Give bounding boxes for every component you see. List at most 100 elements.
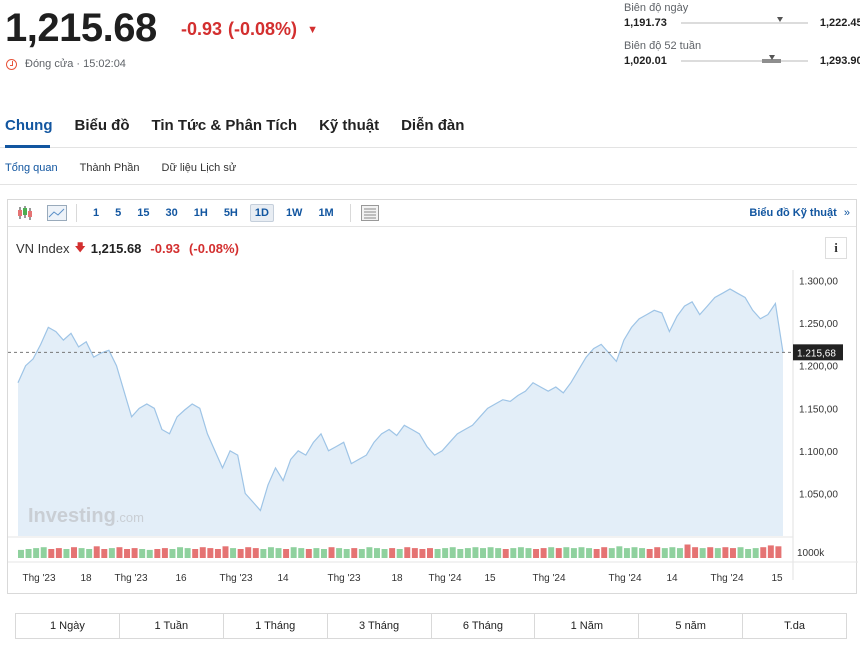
volume-bar — [101, 549, 108, 558]
volume-bar — [71, 547, 77, 558]
subtab-du-lieu-lich-su[interactable]: Dữ liệu Lịch sử — [161, 162, 237, 174]
volume-bar — [214, 549, 221, 558]
subtab-thanh-phan[interactable]: Thành Phần — [79, 162, 140, 174]
x-tick-label: Thg '23 — [114, 573, 147, 584]
chart-panel: Investing.com 1.300,00 1.250,00 1.200,00 1.1… — [7, 199, 858, 595]
volume-bar — [230, 548, 237, 558]
volume-bar — [177, 547, 184, 558]
volume-bar — [343, 549, 350, 558]
volume-bar — [487, 547, 494, 558]
price-change: -0.93 (-0.08%) ▼ — [181, 19, 318, 40]
volume-bar — [563, 547, 570, 558]
x-tick-label: 14 — [666, 573, 678, 584]
subtab-tong-quan[interactable]: Tổng quan — [5, 162, 58, 174]
volume-bar — [18, 549, 24, 558]
toolbar-divider — [349, 204, 351, 222]
tab-dien-dan[interactable]: Diễn đàn — [401, 117, 465, 134]
volume-bar — [328, 547, 335, 558]
volume-bar — [290, 547, 297, 558]
candlestick-icon[interactable] — [14, 204, 36, 222]
change-value: -0.93 — [181, 19, 223, 39]
clock-icon — [6, 58, 17, 70]
period-3-months[interactable]: 3 Tháng — [328, 614, 432, 638]
x-tick-label: 14 — [277, 573, 289, 584]
table-view-icon[interactable] — [359, 204, 381, 222]
tab-tin-tuc[interactable]: Tin Tức & Phân Tích — [151, 117, 298, 134]
period-selector: 1 Ngày 1 Tuần 1 Tháng 3 Tháng 6 Tháng 1 … — [15, 613, 847, 639]
tab-ky-thuat[interactable]: Kỹ thuật — [319, 117, 380, 134]
volume-bar — [222, 546, 229, 558]
period-1-year[interactable]: 1 Năm — [535, 614, 640, 638]
volume-bar — [267, 547, 274, 558]
volume-bar — [442, 548, 449, 558]
timeframe-1h[interactable]: 1H — [193, 207, 208, 219]
price-chart[interactable]: Investing.com 1.300,00 1.250,00 1.200,00 1.1… — [8, 200, 858, 595]
year-range: Biên độ 52 tuần 1,020.01 1,293.90 — [624, 40, 860, 67]
day-range: Biên độ ngày 1,191.73 1,222.45 — [624, 2, 860, 29]
timeframe-15[interactable]: 15 — [137, 207, 150, 219]
volume-bar — [654, 547, 661, 558]
volume-bar — [313, 548, 320, 558]
volume-bar — [396, 549, 403, 558]
timeframe-30[interactable]: 30 — [165, 207, 178, 219]
status-text: Đóng cửa · 15:02:04 — [25, 58, 126, 70]
year-range-bar — [680, 55, 808, 63]
legend-value: 1,215.68 — [90, 241, 142, 256]
period-6-months[interactable]: 6 Tháng — [432, 614, 536, 638]
period-1-week[interactable]: 1 Tuần — [120, 614, 224, 638]
chart-toolbar: 1 5 15 30 1H 5H 1D 1W 1M Biểu đồ Kỹ thuậ… — [8, 200, 856, 227]
timeframe-1[interactable]: 1 — [93, 207, 100, 219]
volume-bar — [722, 547, 729, 558]
volume-bar — [260, 549, 267, 558]
volume-bar — [661, 548, 668, 558]
volume-bar — [25, 549, 32, 558]
x-tick-label: Thg '23 — [22, 573, 55, 584]
period-all[interactable]: T.da — [784, 620, 805, 632]
year-range-marker — [769, 55, 776, 60]
area-chart-icon[interactable] — [46, 204, 68, 222]
timeframe-5h[interactable]: 5H — [223, 207, 238, 219]
x-tick-label: Thg '24 — [608, 573, 641, 584]
volume-bar — [495, 548, 502, 558]
volume-bar — [373, 548, 380, 558]
timeframe-1m[interactable]: 1M — [318, 207, 334, 219]
tab-bieu-do[interactable]: Biểu đồ — [74, 117, 130, 134]
period-5-years[interactable]: 5 năm — [639, 614, 744, 638]
volume-bar — [108, 548, 115, 558]
period-1-day[interactable]: 1 Ngày — [16, 614, 120, 638]
volume-bar — [540, 548, 547, 558]
volume-bar — [207, 548, 214, 558]
timeframe-1d[interactable]: 1D — [249, 204, 274, 222]
volume-bar — [275, 548, 282, 558]
volume-bar — [669, 547, 676, 558]
volume-bar — [699, 548, 706, 558]
volume-bar — [381, 549, 388, 558]
day-range-high: 1,222.45 — [819, 17, 860, 29]
period-1-month[interactable]: 1 Tháng — [224, 614, 328, 638]
volume-bar — [161, 548, 168, 558]
volume-bar — [692, 547, 699, 558]
timeframe-1w[interactable]: 1W — [285, 207, 303, 219]
volume-bar — [525, 548, 532, 558]
technical-chart-link[interactable]: Biểu đồ Kỹ thuật » — [749, 207, 850, 219]
chart-legend: VN Index 🡇 1,215.68 -0.93 (-0.08%) — [16, 239, 239, 258]
x-tick-label: Thg '23 — [327, 573, 360, 584]
volume-bar — [639, 548, 646, 558]
down-triangle-icon: ▼ — [307, 23, 318, 36]
y-tick-label: 1.050,00 — [799, 489, 838, 500]
tab-chung[interactable]: Chung — [5, 117, 53, 134]
volume-bar — [169, 549, 176, 558]
timeframe-5[interactable]: 5 — [115, 207, 122, 219]
volume-axis-label: 1000k — [797, 548, 825, 559]
x-tick-label: 15 — [484, 573, 496, 584]
volume-bar — [631, 547, 638, 558]
index-price: 1,215.68 — [5, 6, 157, 50]
day-range-low: 1,191.73 — [624, 17, 667, 29]
volume-bar — [199, 547, 206, 558]
volume-bar — [767, 545, 774, 558]
volume-bar — [184, 548, 191, 558]
volume-bar — [131, 548, 138, 558]
info-icon[interactable]: i — [825, 237, 847, 259]
volume-bar — [389, 548, 396, 558]
volume-bar — [434, 549, 441, 558]
